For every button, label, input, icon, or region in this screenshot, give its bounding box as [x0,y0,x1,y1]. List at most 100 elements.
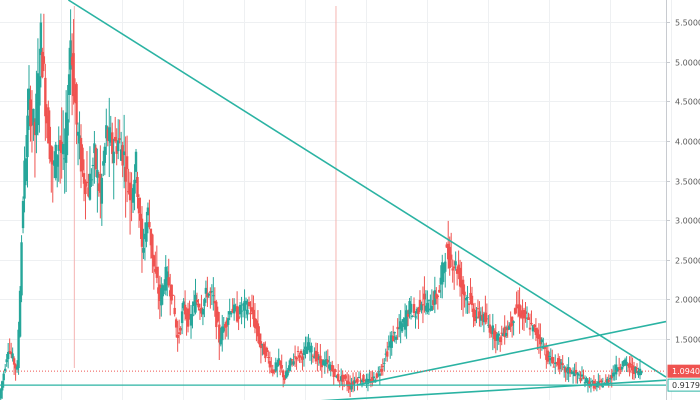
candle-down [130,193,133,199]
candle-down [530,322,533,324]
grid-layer [0,0,672,400]
candle-down [345,380,349,385]
candle-up [502,333,505,337]
candle-up [439,277,442,285]
candle-down [118,138,121,140]
candle-down [51,160,54,165]
candle-up [69,40,72,70]
candle-up [634,366,637,373]
candle-up [613,372,616,374]
candle-up [366,379,370,384]
candle-down [128,182,132,201]
candle-down [314,350,318,362]
candle-down [522,309,526,319]
candle-up [163,289,166,291]
candle-up [5,359,8,363]
candle-up [192,301,196,306]
y-axis-tick-label: 4.5000 [675,98,700,107]
trendline-descending-resistance[interactable] [67,0,667,378]
candle-down [342,374,346,379]
candle-up [102,161,105,166]
candle-down [200,307,203,314]
candle-down [488,324,492,333]
candle-down [293,356,297,358]
candle-up [182,301,185,309]
candle-down [270,365,273,367]
candle-up [23,160,26,199]
candle-up [442,264,445,274]
candle-up [368,378,371,381]
candle-up [640,371,643,374]
candle-up [35,93,38,135]
candle-up [66,119,69,136]
candle-down [253,318,257,328]
candle-down [354,380,358,382]
candle-down [59,140,62,150]
candle-up [229,312,233,315]
candle-up [637,370,640,376]
candle-down [359,380,362,382]
candle-up [415,308,419,314]
candle-down [582,377,585,379]
candle-down [280,365,283,369]
candle-up [246,309,249,315]
candle-up [24,158,28,182]
y-axis-tick-label: 5.0000 [675,59,700,68]
y-axis-tick-label: 1.5000 [675,336,700,345]
candle-up [203,299,206,307]
candle-up [234,307,237,309]
candle-down [539,337,542,345]
candle-down [235,306,239,322]
candle-down [516,307,520,309]
candle-up [160,288,163,306]
candle-down [594,382,597,384]
candle-up [76,131,80,136]
candle-down [75,84,78,125]
candle-up [591,381,594,383]
candle-up [426,303,429,313]
candle-up [232,304,236,314]
candle-down [137,197,141,214]
candle-down [470,295,474,306]
candle-up [394,336,398,340]
candle-down [604,380,607,382]
candle-up [549,358,552,361]
trendline-rising-support-lower[interactable] [268,379,667,400]
candle-down [469,292,472,301]
candle-down [281,370,285,378]
candle-down [568,368,572,373]
candle-up [161,285,164,297]
candle-up [350,385,353,390]
candle-down [626,364,630,366]
price-levels-layer [0,370,666,386]
candle-up [15,366,19,370]
candle-down [81,147,84,171]
candle-up [427,299,431,301]
candle-up [308,348,312,353]
candle-down [610,375,613,379]
candle-down [50,145,53,162]
candle-down [97,183,101,191]
candle-down [256,323,260,337]
candle-down [319,355,322,364]
candle-up [414,316,417,318]
candle-up [131,188,135,203]
candle-down [536,329,539,339]
candle-down [362,374,365,382]
last-price-badge-label: 1.0940 [672,367,700,376]
candle-up [424,305,428,311]
trendline-rising-support-upper[interactable] [356,320,667,386]
candle-down [598,380,602,382]
last-price-badge-box [667,364,700,378]
candle-down [206,293,209,298]
candle-up [475,316,478,318]
candle-down [509,323,512,327]
price-axis[interactable]: 5.5000 5.0000 4.5000 4.0000 3.5000 3.0000 2.50… [666,0,700,400]
candle-down [252,309,255,320]
candle-up [105,125,108,139]
candle-down [534,327,538,336]
candle-up [143,233,147,240]
candle-up [238,304,242,315]
